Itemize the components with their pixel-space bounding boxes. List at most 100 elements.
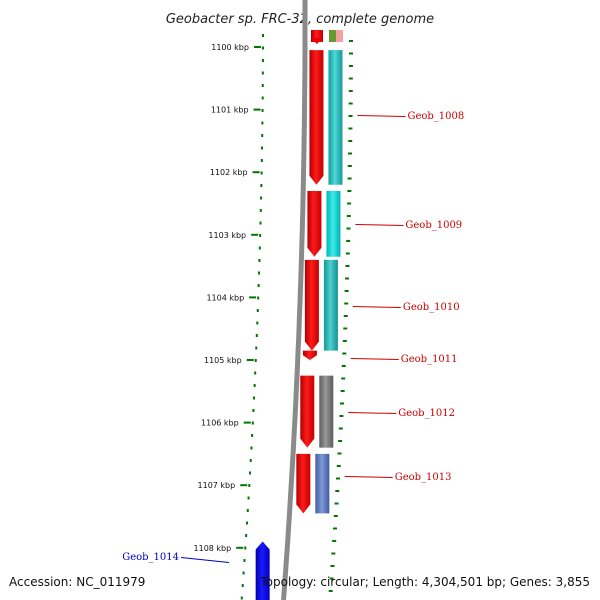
scale-tick-label: 1100 kbp [211,43,249,52]
scale-dot [341,377,346,380]
scale-dot [245,521,248,525]
scale-dot [337,452,342,455]
scale-dot [255,334,258,337]
scale-dot [241,584,244,587]
scale-dot [258,246,261,250]
scale-dot [330,565,335,567]
gene-cds-Geob_1011[interactable] [302,350,317,360]
scale-dot [261,59,264,62]
scale-dot [256,321,259,325]
scale-tick-label: 1105 kbp [204,356,242,365]
scale-dot [340,402,345,405]
scale-dot [260,196,263,200]
scale-dot [343,327,348,330]
scale-dot [244,546,247,550]
scale-dot [348,152,353,155]
scale-dot [328,590,333,592]
scale-dot [348,65,353,67]
scale-dot [332,540,337,542]
map-title: Geobacter sp. FRC-32, complete genome [166,12,434,27]
gene-cds-Geob_1012[interactable] [300,375,315,448]
scale-dot [348,77,353,80]
gene-label-Geob_1011[interactable]: Geob_1011 [401,354,458,365]
gene-cds-Geob_1013[interactable] [296,453,311,514]
scale-dot [336,477,341,480]
scale-dot [340,390,345,392]
gene-label-Geob_1012[interactable]: Geob_1012 [398,408,455,419]
gene-label-Geob_1008[interactable]: Geob_1008 [407,111,464,122]
cog-track [315,30,343,514]
scale-dot [336,465,341,467]
scale-dot [246,509,249,512]
accession-text: Accession: NC_011979 [9,575,145,589]
scale-dot [331,552,336,555]
previous-gene-cog [336,30,343,42]
gene-cds-Geob_1014[interactable] [255,541,270,600]
scale-dot [261,34,264,37]
gene-cds-Geob_1008[interactable] [309,50,324,185]
scale-dot [251,421,254,425]
scale-dot [253,384,256,387]
scale-dot [348,127,353,130]
scale-dot [338,440,343,442]
gene-cds-Geob_1009[interactable] [307,190,322,257]
scale-tick-label: 1106 kbp [201,419,239,428]
scale-dot [348,140,353,142]
scale-dot [258,271,261,275]
scale-dot [260,184,263,187]
scale-dot [348,115,353,117]
genome-backbone [281,0,308,600]
scale-dot [344,290,349,292]
scale-dot [261,146,264,150]
gene-cog-shade [326,190,341,257]
scale-dot [259,234,262,237]
scale-dot [258,259,261,262]
scale-dot [346,227,351,230]
gene-cds-Geob_1010[interactable] [304,259,319,351]
scale-dot [261,96,264,100]
scale-dot [261,71,264,75]
gene-label-Geob_1014[interactable]: Geob_1014 [122,552,179,563]
scale-dot [334,502,339,505]
scale-dot [257,296,260,300]
scale-dot [259,209,262,212]
gene-labels: Geob_1008 Geob_1009 Geob_1010 Geob_1011 Geob… [122,111,464,563]
scale-dot [249,471,252,475]
gene-label-Geob_1009[interactable]: Geob_1009 [405,220,462,231]
gene-leader-line [352,306,401,308]
topology-text: Topology: circular; Length: 4,304,501 bp… [259,575,590,589]
scale-tick-label: 1108 kbp [194,544,232,553]
scale-dot [345,277,350,280]
scale-dot [329,577,334,580]
gene-label-Geob_1013[interactable]: Geob_1013 [395,472,452,483]
scale-dot [346,240,351,242]
scale-dot [257,284,260,287]
gene-label-Geob_1010[interactable]: Geob_1010 [403,302,460,313]
scale-dot [333,515,338,517]
scale-dot [261,134,264,137]
scale-dot [341,365,346,367]
scale-dot [347,190,352,192]
gene-leader-line [180,557,230,563]
scale-dot [346,215,351,217]
cds-track [255,30,324,600]
scale-dot [259,221,262,225]
scale-dot [338,427,343,430]
gene-cog-shade [328,50,343,185]
scale-dot [242,571,245,575]
scale-dot [240,596,243,600]
scale-dots [240,34,353,600]
scale-dot [256,309,259,312]
gene-cog-shade [319,375,334,448]
scale-dot [243,559,246,562]
gene-leader-line [344,476,393,478]
scale-dot [249,459,252,462]
scale-dot [252,409,255,412]
scale-dot [339,415,344,417]
scale-dot [261,46,264,50]
scale-dot [254,359,257,362]
scale-tick-label: 1102 kbp [210,168,248,177]
scale-dot [343,315,348,317]
